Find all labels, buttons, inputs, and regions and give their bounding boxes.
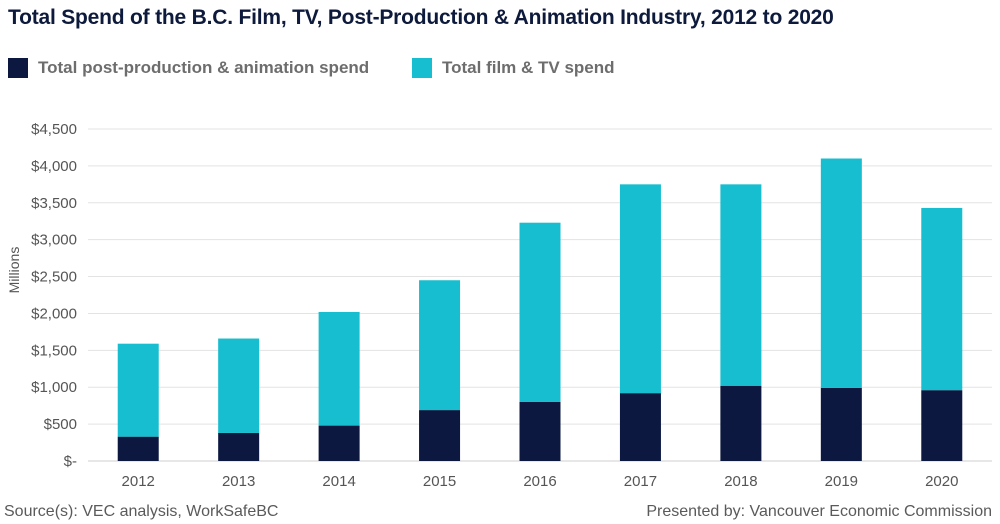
bar-post-production-2019 [820,387,862,461]
bar-film-tv-2020 [921,207,963,391]
legend-label-post-production: Total post-production & animation spend [38,58,370,77]
legend-item-post-production: Total post-production & animation spend [8,58,369,78]
y-tick-label: $2,500 [31,269,77,286]
y-axis-title: Millions [6,247,22,294]
legend-item-film-tv: Total film & TV spend [412,58,615,78]
bar-post-production-2016 [519,401,561,461]
y-tick-label: $3,000 [31,232,77,249]
legend-label-film-tv: Total film & TV spend [442,58,615,77]
bar-post-production-2020 [921,390,963,461]
bar-film-tv-2014 [318,311,360,426]
bar-film-tv-2013 [218,338,260,433]
bar-post-production-2018 [720,385,762,461]
y-tick-label: $- [64,453,77,470]
bar-film-tv-2018 [720,184,762,386]
bar-post-production-2013 [218,432,260,461]
bar-post-production-2015 [419,410,461,461]
bar-film-tv-2015 [419,280,461,411]
x-tick-label: 2017 [624,473,657,490]
legend-swatch-film-tv [412,58,432,78]
y-tick-label: $4,500 [31,121,77,138]
source-note: Source(s): VEC analysis, WorkSafeBC [4,503,279,520]
bar-film-tv-2019 [820,158,862,388]
legend-swatch-post-production [8,58,28,78]
bar-film-tv-2017 [619,184,661,394]
x-tick-label: 2015 [423,473,456,490]
x-tick-label: 2014 [322,473,355,490]
x-tick-label: 2018 [724,473,757,490]
y-tick-label: $1,500 [31,342,77,359]
presenter-note: Presented by: Vancouver Economic Commiss… [646,503,992,520]
x-tick-label: 2020 [925,473,958,490]
y-tick-label: $4,000 [31,158,77,175]
x-tick-label: 2016 [523,473,556,490]
bar-post-production-2017 [619,393,661,461]
y-tick-label: $3,500 [31,195,77,212]
chart-title: Total Spend of the B.C. Film, TV, Post-P… [8,6,834,29]
bar-film-tv-2016 [519,222,561,402]
bar-film-tv-2012 [117,343,159,437]
bar-post-production-2014 [318,425,360,461]
y-tick-label: $500 [44,416,77,433]
x-tick-label: 2012 [122,473,155,490]
bar-post-production-2012 [117,436,159,461]
y-tick-label: $2,000 [31,305,77,322]
x-tick-label: 2019 [825,473,858,490]
x-tick-label: 2013 [222,473,255,490]
y-tick-label: $1,000 [31,379,77,396]
